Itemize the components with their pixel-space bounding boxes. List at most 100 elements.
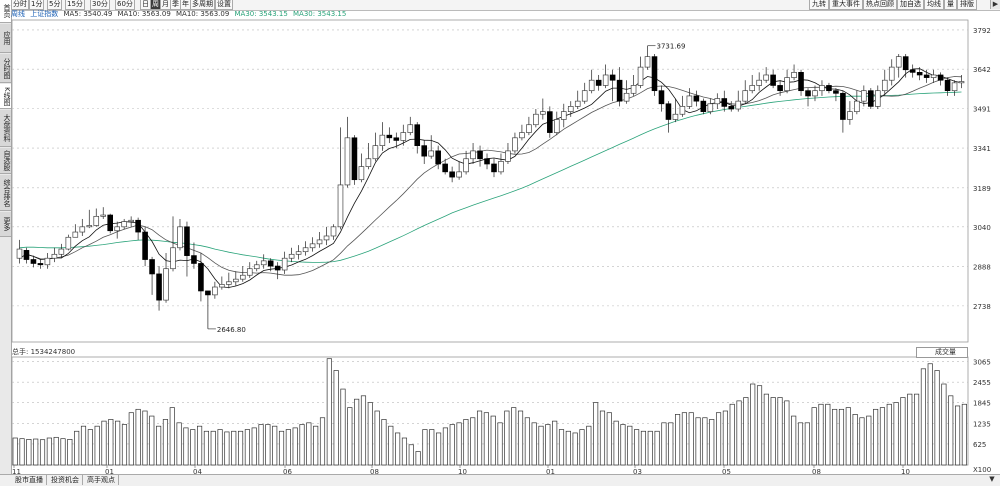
candle-up [505, 150, 511, 162]
candle-up [365, 158, 372, 167]
candle-down [721, 98, 728, 107]
volume-bar [845, 407, 851, 466]
left-tab-1[interactable]: 应用 [0, 24, 11, 53]
volume-bar [442, 427, 448, 466]
volume-bar [524, 417, 530, 466]
candle-up [288, 253, 295, 259]
period-tab-3[interactable]: 15分 [65, 0, 85, 10]
volume-bar [149, 415, 155, 466]
period-tab-11[interactable]: 多周期 [190, 0, 215, 10]
candle-down [184, 226, 190, 256]
candle-up [323, 235, 330, 241]
volume-bar [818, 403, 824, 466]
volume-bar [244, 429, 250, 466]
right-tool-0[interactable]: 九转 [809, 0, 829, 10]
bottom-tab-1[interactable]: 投资机会 [48, 475, 83, 485]
volume-bar [504, 410, 510, 466]
price-tick-label: 3189 [973, 185, 991, 193]
right-tool-6[interactable]: 排版 [957, 0, 977, 10]
candle-up [309, 243, 316, 249]
index-name[interactable]: 上证指数 [30, 10, 59, 18]
period-tab-5[interactable]: 60分 [115, 0, 135, 10]
candle-up [735, 100, 742, 110]
volume-bar [538, 425, 544, 466]
volume-bar [258, 424, 264, 466]
left-tab-3[interactable]: K线图 [0, 84, 11, 109]
volume-bar [681, 412, 687, 466]
panel-toggle-icon[interactable]: ▶ [990, 0, 1000, 9]
volume-bar [695, 417, 701, 466]
candle-up [219, 284, 225, 288]
price-tick-label: 3341 [973, 145, 991, 153]
left-tab-5[interactable]: 自选股 [0, 148, 11, 174]
candle-up [400, 132, 407, 141]
candle-up [177, 226, 183, 249]
volume-bar [422, 429, 428, 466]
volume-bar [183, 427, 189, 466]
left-tab-2[interactable]: 分时图 [0, 54, 11, 83]
volume-bar [483, 412, 489, 466]
volume-bar [347, 407, 353, 466]
left-tab-6[interactable]: 综合排名 [0, 175, 11, 211]
candle-up [784, 77, 790, 92]
candle-up [756, 79, 762, 86]
volume-bar [285, 429, 291, 466]
volume-bar [217, 429, 223, 466]
candle-up [930, 74, 937, 78]
volume-bar [374, 410, 380, 466]
volume-bar [360, 395, 367, 466]
period-tab-1[interactable]: 1分 [29, 0, 45, 10]
volume-bar [381, 419, 387, 466]
volume-bar [333, 370, 339, 466]
candle-up [512, 137, 518, 152]
volume-bar [586, 425, 592, 466]
right-tool-2[interactable]: 热点回顾 [863, 0, 897, 10]
period-tab-12[interactable]: 设置 [215, 0, 233, 10]
volume-bar [627, 425, 633, 466]
volume-bar [777, 397, 783, 466]
volume-bar [893, 402, 899, 466]
volume-bar [961, 403, 967, 466]
volume-bar [87, 429, 93, 466]
candle-up [93, 215, 100, 226]
volume-bar [511, 407, 517, 466]
volume-bar [784, 400, 790, 466]
volume-bar [750, 383, 756, 466]
volume-bar [927, 363, 933, 466]
volume-bar [900, 397, 906, 466]
volume-bar [203, 430, 209, 466]
period-tab-4[interactable]: 30分 [90, 0, 110, 10]
left-tab-0[interactable]: 首页 [0, 0, 11, 23]
candle-up [302, 247, 309, 253]
left-tab-4[interactable]: 大盘资料 [0, 110, 11, 147]
candle-up [428, 150, 434, 157]
candle-up [644, 56, 651, 68]
volume-bar [463, 419, 469, 466]
candle-up [763, 74, 769, 81]
candle-up [358, 166, 365, 181]
candle-up [519, 132, 525, 139]
ma60-value: MA30: 3543.15 [293, 10, 347, 18]
right-tool-5[interactable]: 量 [944, 0, 957, 10]
right-tool-4[interactable]: 均线 [924, 0, 944, 10]
volume-bar [128, 412, 134, 466]
candle-down [902, 56, 909, 71]
left-tab-7[interactable]: 更多 [0, 212, 11, 237]
candle-up [637, 66, 644, 86]
right-tool-1[interactable]: 重大事件 [829, 0, 863, 10]
volume-bar [770, 397, 776, 466]
candle-up [100, 214, 107, 217]
candle-down [491, 163, 497, 173]
bottom-tab-2[interactable]: 高手观点 [84, 475, 119, 485]
candle-down [191, 255, 197, 264]
volume-bar [654, 430, 660, 466]
right-tool-3[interactable]: 加自选 [897, 0, 924, 10]
volume-tick-label: 3065 [973, 359, 991, 367]
bottom-tab-0[interactable]: 股市直播 [12, 475, 47, 485]
period-tab-0[interactable]: 分时 [11, 0, 29, 10]
volume-bar [67, 439, 73, 466]
volume-indicator-dropdown[interactable]: 成交量 [916, 347, 968, 358]
period-tab-2[interactable]: 5分 [47, 0, 63, 10]
scroll-down-icon[interactable]: ▼ [989, 475, 995, 483]
